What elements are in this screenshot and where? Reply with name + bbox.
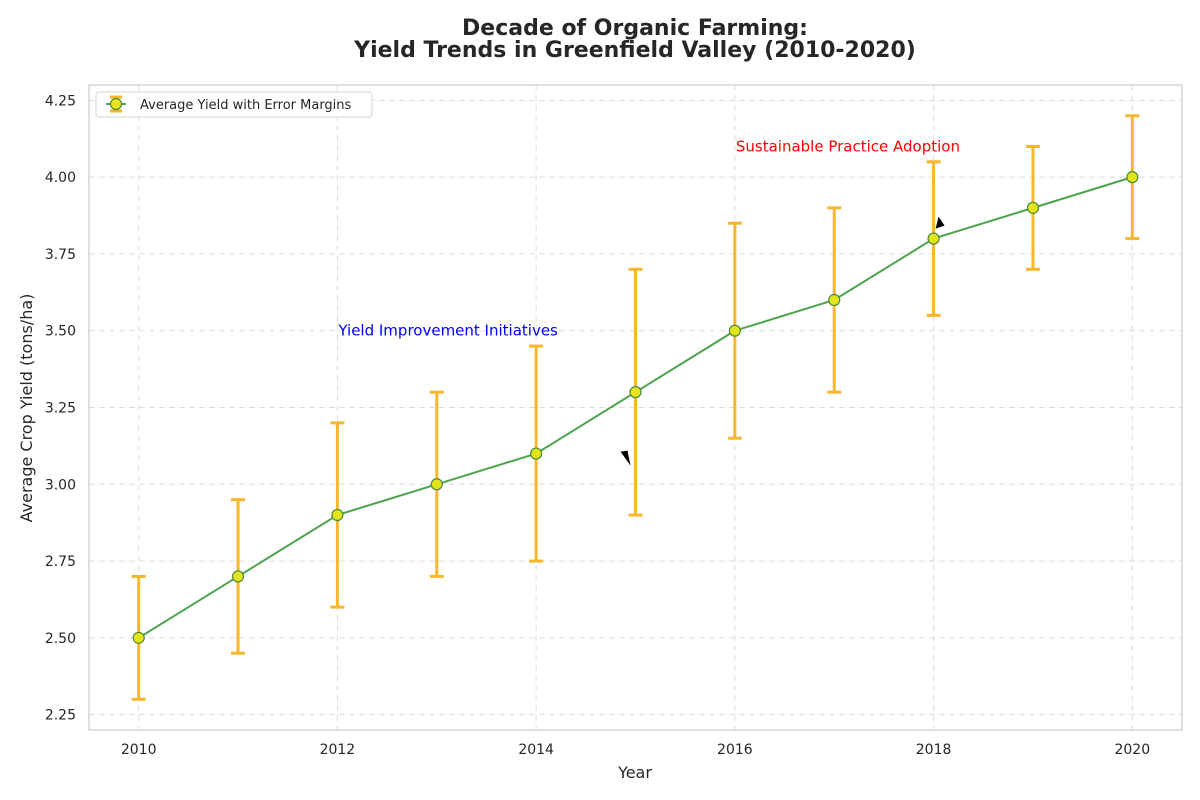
data-point xyxy=(1126,171,1139,184)
y-tick-label: 3.00 xyxy=(45,477,76,493)
annotation: Sustainable Practice Adoption xyxy=(736,137,960,229)
x-tick-label: 2014 xyxy=(518,742,554,758)
data-point xyxy=(231,570,245,583)
legend-marker xyxy=(109,97,123,111)
chart-title-line-2: Yield Trends in Greenfield Valley (2010-… xyxy=(353,38,916,63)
data-point xyxy=(828,293,841,307)
annotation: Yield Improvement Initiatives xyxy=(337,322,631,466)
x-tick-label: 2012 xyxy=(320,742,356,758)
annotations: Yield Improvement Initiatives Sustainable… xyxy=(337,137,960,466)
data-point xyxy=(430,478,443,491)
x-tick-label: 2016 xyxy=(717,742,753,758)
x-tick-labels: 2010 2012 2014 2016 2018 2020 xyxy=(121,742,1150,758)
legend: Average Yield with Error Margins xyxy=(95,91,373,118)
y-tick-label: 2.25 xyxy=(45,708,76,724)
annotation-arrow xyxy=(620,450,631,466)
data-point xyxy=(1026,201,1040,214)
y-tick-label: 4.25 xyxy=(45,93,76,109)
x-tick-label: 2018 xyxy=(916,742,952,758)
legend-label: Average Yield with Error Margins xyxy=(140,98,352,113)
data-point xyxy=(132,631,145,644)
annotation-text: Yield Improvement Initiatives xyxy=(337,322,558,340)
chart-title-line-1: Decade of Organic Farming: xyxy=(462,16,808,41)
y-tick-label: 2.50 xyxy=(45,631,76,647)
data-point xyxy=(629,386,642,399)
y-tick-label: 3.50 xyxy=(45,324,76,340)
data-point xyxy=(728,324,741,337)
data-point xyxy=(927,232,940,245)
annotation-arrow xyxy=(935,216,945,229)
data-points xyxy=(132,171,1139,644)
legend-box xyxy=(95,91,373,118)
x-tick-label: 2020 xyxy=(1114,742,1150,758)
x-axis-label: Year xyxy=(617,763,652,782)
y-tick-label: 4.00 xyxy=(45,170,76,186)
y-tick-labels: 2.25 2.50 2.75 3.00 3.25 3.50 3.75 4.00 4.25 xyxy=(45,93,76,723)
data-point xyxy=(530,447,543,460)
y-tick-label: 2.75 xyxy=(45,554,76,570)
y-tick-label: 3.25 xyxy=(45,401,76,417)
annotation-text: Sustainable Practice Adoption xyxy=(736,137,960,155)
x-tick-label: 2010 xyxy=(121,742,157,758)
data-point xyxy=(331,508,344,522)
plot-frame xyxy=(88,84,1183,731)
y-axis-label: Average Crop Yield (tons/ha) xyxy=(17,294,36,523)
legend-swatch xyxy=(106,95,126,113)
y-tick-label: 3.75 xyxy=(45,247,76,263)
